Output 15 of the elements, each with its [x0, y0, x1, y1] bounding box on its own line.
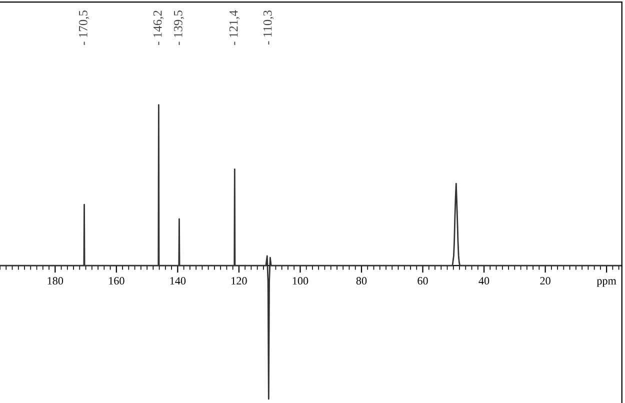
- x-tick-label: 100: [292, 277, 308, 285]
- x-tick-label: 180: [48, 277, 64, 285]
- text: - 139,5: [174, 10, 184, 45]
- x-tick-label: ppm: [596, 279, 616, 287]
- text: - 170,5: [78, 10, 90, 45]
- x-tick-label: 120: [232, 277, 247, 285]
- text: - 121,4: [229, 10, 240, 45]
- x-tick-label: 20: [540, 277, 550, 285]
- text: - 146,2: [153, 10, 164, 45]
- text: - 110,3: [263, 10, 274, 45]
- x-tick-label: 80: [356, 277, 367, 285]
- x-tick-label: 60: [418, 277, 428, 285]
- x-tick-label: 160: [109, 277, 124, 285]
- x-tick-label: 140: [170, 277, 186, 285]
- x-tick-label: 40: [478, 277, 490, 285]
